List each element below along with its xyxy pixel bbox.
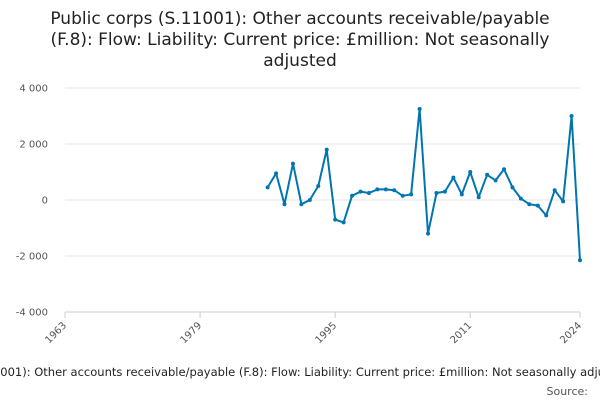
chart-caption: (S.11001): Other accounts receivable/pay… [0,365,600,379]
data-point[interactable] [493,178,498,183]
data-point[interactable] [518,196,523,201]
data-point[interactable] [290,161,295,166]
x-tick-label: 2011 [449,320,475,346]
data-point[interactable] [476,195,481,200]
y-tick-label: 4 000 [19,84,48,95]
data-point[interactable] [392,188,397,193]
data-point[interactable] [535,203,540,208]
data-point[interactable] [544,213,549,218]
data-point[interactable] [299,202,304,207]
data-point[interactable] [578,258,582,263]
data-point[interactable] [307,198,312,202]
y-tick-label: -2 000 [16,252,48,263]
data-point[interactable] [468,170,473,174]
data-point[interactable] [502,167,507,172]
data-point[interactable] [274,171,279,176]
series-line [266,108,581,261]
x-tick-label: 2024 [558,320,584,346]
data-point[interactable] [434,191,439,195]
data-point[interactable] [409,192,414,197]
y-tick-label: 2 000 [19,140,48,151]
grid [65,87,580,313]
chart-title: Public corps (S.11001): Other accounts r… [50,9,549,71]
data-point[interactable] [459,192,464,197]
x-tick-label: 1995 [314,320,340,346]
x-tick-label: 1979 [178,320,204,346]
title-line: Public corps (S.11001): Other accounts r… [50,9,549,29]
data-point[interactable] [527,202,532,207]
y-tick-label: 0 [42,196,48,207]
x-tick-label: 1963 [43,320,69,346]
series [265,107,582,263]
data-point[interactable] [324,147,329,152]
y-tick-label: -4 000 [16,308,48,319]
data-point[interactable] [400,193,405,198]
data-point[interactable] [426,231,431,236]
data-point[interactable] [552,188,557,193]
title-line: (F.8): Flow: Liability: Current price: £… [50,30,549,50]
data-point[interactable] [485,172,490,177]
data-point[interactable] [265,185,270,190]
data-point[interactable] [561,199,566,204]
data-point[interactable] [366,191,371,195]
source-label: Source: [547,385,589,398]
title-line: adjusted [263,51,336,71]
data-point[interactable] [375,187,380,192]
data-point[interactable] [358,189,363,194]
data-point[interactable] [442,189,447,194]
data-point[interactable] [417,107,422,111]
data-point[interactable] [333,217,338,222]
data-point[interactable] [569,114,574,118]
data-point[interactable] [341,220,346,225]
data-point[interactable] [350,193,355,198]
data-point[interactable] [383,187,388,192]
data-point[interactable] [451,175,456,180]
data-point[interactable] [282,202,287,207]
data-point[interactable] [316,184,321,188]
data-point[interactable] [510,185,515,190]
